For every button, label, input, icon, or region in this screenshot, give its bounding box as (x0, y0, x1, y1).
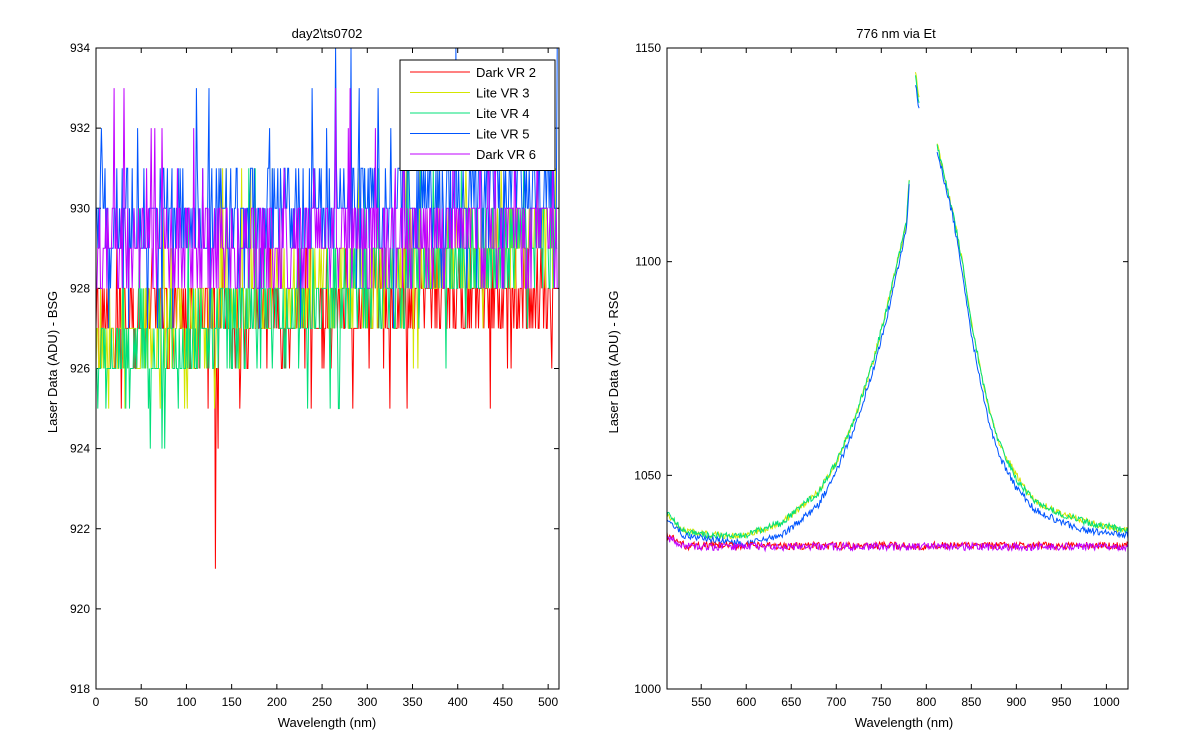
legend-entry-dark-vr-6: Dark VR 6 (476, 147, 536, 162)
left-xtick-label: 150 (222, 695, 242, 709)
left-xtick-label: 250 (312, 695, 332, 709)
left-xtick-label: 200 (267, 695, 287, 709)
right-ytick-label: 1100 (635, 255, 661, 269)
right-chart-ylabel: Laser Data (ADU) - RSG (606, 290, 621, 433)
left-axis-ticks: 0 50 100 150 200 250 300 350 400 450 500 918 920 922 9… (70, 41, 559, 709)
right-series-line-lite-vr-4 (666, 75, 1129, 540)
right-chart-panel: 776 nm via Et Wavelength (nm) Laser Data… (606, 26, 1129, 730)
left-chart-xlabel: Wavelength (nm) (278, 715, 377, 730)
right-xtick-label: 900 (1006, 695, 1026, 709)
legend-entry-dark-vr-2: Dark VR 2 (476, 65, 536, 80)
left-series-line-lite-vr-4 (96, 168, 558, 449)
left-xtick-label: 450 (493, 695, 513, 709)
right-xtick-label: 600 (736, 695, 756, 709)
left-ytick-label: 922 (70, 522, 90, 536)
right-axis-ticks: 550 600 650 700 750 800 850 900 950 1000 1000 1050 1… (634, 41, 1128, 709)
left-chart-title: day2\ts0702 (292, 26, 363, 41)
right-xtick-label: 850 (961, 695, 981, 709)
left-ytick-label: 918 (70, 682, 90, 696)
left-plot-frame (95, 47, 560, 690)
right-chart-title: 776 nm via Et (856, 26, 936, 41)
left-ytick-label: 920 (70, 602, 90, 616)
right-xtick-label: 1000 (1093, 695, 1120, 709)
right-xtick-label: 800 (916, 695, 936, 709)
right-series-lines (666, 72, 1129, 553)
right-series-line-dark-vr-6 (666, 535, 1129, 553)
left-ytick-label: 926 (70, 362, 90, 376)
right-chart-xlabel: Wavelength (nm) (855, 715, 954, 730)
legend-entry-lite-vr-4: Lite VR 4 (476, 106, 529, 121)
right-xtick-label: 550 (691, 695, 711, 709)
left-ytick-label: 924 (70, 442, 90, 456)
legend-entry-lite-vr-5: Lite VR 5 (476, 127, 529, 142)
left-xtick-label: 350 (402, 695, 422, 709)
right-plot-frame (666, 47, 1129, 690)
left-legend: Dark VR 2 Lite VR 3 Lite VR 4 Lite VR 5 Dark… (399, 59, 556, 171)
right-ytick-label: 1050 (634, 468, 661, 482)
left-xtick-label: 300 (357, 695, 377, 709)
left-xtick-label: 50 (135, 695, 149, 709)
left-xtick-label: 500 (538, 695, 558, 709)
left-ytick-label: 934 (70, 41, 90, 55)
right-series-line-lite-vr-5 (666, 85, 1129, 548)
legend-entry-lite-vr-3: Lite VR 3 (476, 86, 529, 101)
right-series-line-lite-vr-3 (666, 72, 1129, 541)
left-ytick-label: 928 (70, 281, 90, 295)
right-xtick-label: 750 (871, 695, 891, 709)
left-ytick-label: 930 (70, 201, 90, 215)
right-ytick-label: 1000 (634, 682, 661, 696)
right-ytick-label: 1150 (635, 41, 661, 55)
right-xtick-label: 650 (781, 695, 801, 709)
left-ytick-label: 932 (70, 121, 90, 135)
left-xtick-label: 400 (448, 695, 468, 709)
left-xtick-label: 100 (176, 695, 196, 709)
right-xtick-label: 950 (1051, 695, 1071, 709)
left-legend-box (399, 59, 556, 171)
left-chart-ylabel: Laser Data (ADU) - BSG (45, 291, 60, 433)
right-xtick-label: 700 (826, 695, 846, 709)
left-xtick-label: 0 (93, 695, 100, 709)
left-chart-panel: day2\ts0702 Wavelength (nm) Laser Data (… (45, 26, 560, 730)
